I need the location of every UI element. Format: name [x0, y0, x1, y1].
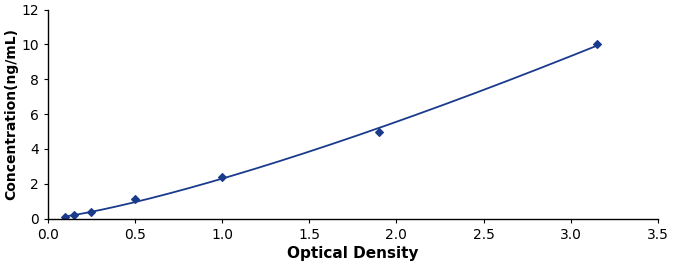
Y-axis label: Concentration(ng/mL): Concentration(ng/mL)	[4, 28, 18, 200]
X-axis label: Optical Density: Optical Density	[287, 246, 419, 261]
